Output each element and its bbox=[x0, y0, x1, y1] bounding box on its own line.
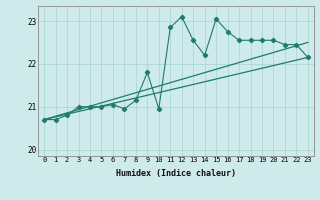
X-axis label: Humidex (Indice chaleur): Humidex (Indice chaleur) bbox=[116, 169, 236, 178]
